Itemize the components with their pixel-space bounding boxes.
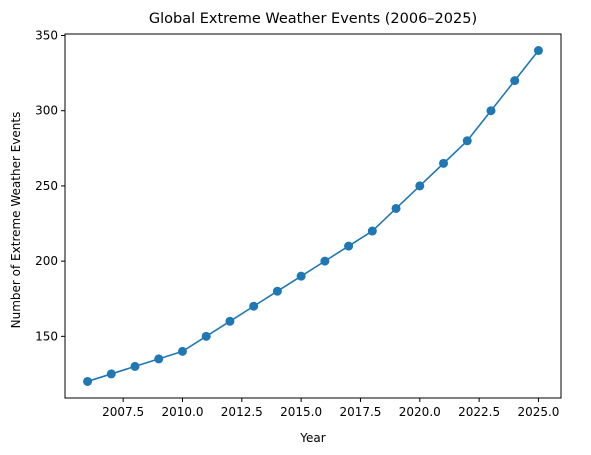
x-tick-label: 2010.0	[161, 405, 203, 419]
data-point	[415, 181, 425, 191]
data-point	[177, 346, 187, 356]
data-point	[201, 331, 211, 341]
y-tick-label: 350	[35, 29, 58, 43]
data-point	[225, 316, 235, 326]
data-point	[533, 46, 543, 56]
x-tick-label: 2017.5	[339, 405, 381, 419]
x-tick-label: 2007.5	[102, 405, 144, 419]
y-tick-label: 150	[35, 329, 58, 343]
y-tick-label: 250	[35, 179, 58, 193]
data-point	[320, 256, 330, 266]
data-point	[367, 226, 377, 236]
data-point	[130, 361, 140, 371]
x-tick-label: 2020.0	[399, 405, 441, 419]
data-point	[510, 76, 520, 86]
data-point	[249, 301, 259, 311]
data-point	[391, 203, 401, 213]
data-point	[344, 241, 354, 251]
data-point	[439, 158, 449, 168]
data-point	[154, 354, 164, 364]
chart-title: Global Extreme Weather Events (2006–2025…	[149, 11, 477, 27]
x-tick-label: 2015.0	[280, 405, 322, 419]
data-point	[272, 286, 282, 296]
x-tick-label: 2012.5	[221, 405, 263, 419]
x-tick-label: 2022.5	[458, 405, 500, 419]
y-tick-label: 300	[35, 104, 58, 118]
data-point	[486, 106, 496, 116]
axes-frame	[64, 33, 562, 399]
y-tick-label: 200	[35, 254, 58, 268]
data-point	[462, 136, 472, 146]
data-point	[83, 376, 93, 386]
x-axis-label: Year	[299, 431, 325, 445]
data-point	[296, 271, 306, 281]
data-point	[106, 369, 116, 379]
x-tick-label: 2025.0	[517, 405, 559, 419]
y-axis-label: Number of Extreme Weather Events	[9, 112, 23, 329]
plot-area: 2007.5 2010.0 2012.5 2015.0 2017.5 2020.0 2022…	[35, 29, 562, 419]
